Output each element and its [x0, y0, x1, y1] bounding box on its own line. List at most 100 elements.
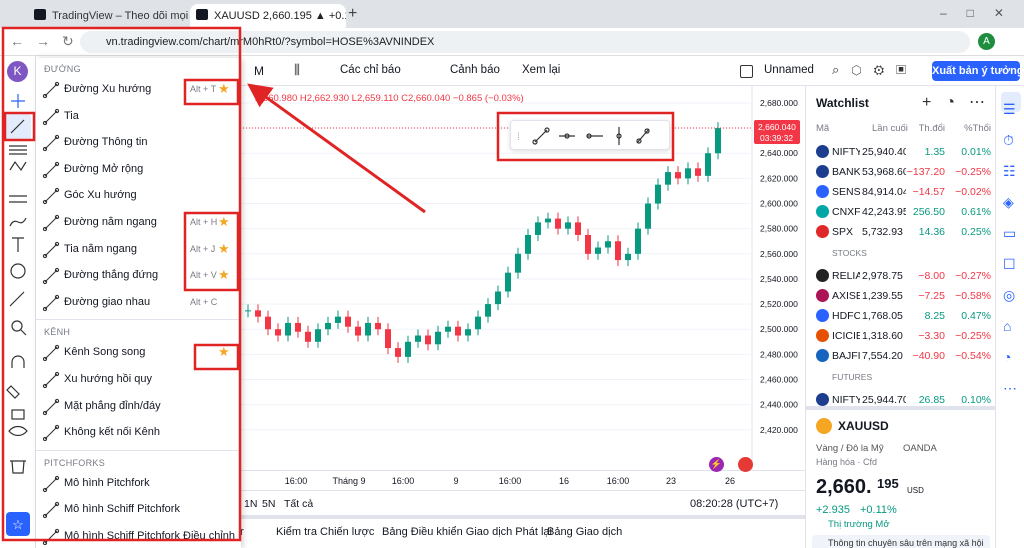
y-tick-label: 2,580.000	[760, 224, 798, 234]
symbol[interactable]: BAJFINANCE	[832, 350, 860, 362]
symbol[interactable]: XAUUSD	[838, 419, 889, 433]
menu-item[interactable]: Xu hướng hồi quy	[64, 373, 152, 385]
symbol[interactable]: SPX	[832, 226, 854, 238]
menu-item[interactable]: Mô hình Schiff Pitchfork	[64, 503, 180, 516]
symbol-icon	[816, 269, 829, 282]
layout-icon[interactable]	[740, 65, 753, 78]
favorite-star[interactable]: ★	[218, 344, 230, 360]
change: −14.57	[912, 186, 945, 198]
candle	[595, 247, 601, 254]
toolbar-icons[interactable]: ⌕⬡⚙▣	[832, 62, 919, 77]
kind: Hàng hóa · Cfd	[816, 457, 878, 467]
window-controls[interactable]: –□✕	[940, 6, 1024, 20]
group-title: STOCKS	[832, 248, 867, 258]
favorite-star[interactable]: ★	[218, 81, 230, 96]
publish-button[interactable]: Xuất bản ý tưởng	[932, 61, 1020, 81]
omnibox[interactable]	[80, 31, 970, 53]
menu-item[interactable]: Mặt phẳng đỉnh/đáy	[64, 399, 161, 412]
menu-item[interactable]: Đường thẳng đứng	[64, 269, 159, 282]
change-pct: 0.47%	[961, 310, 991, 322]
tab-active[interactable]: XAUUSD 2,660.195 ▲ +0.11% Unnamed	[190, 4, 346, 28]
new-tab[interactable]: +	[348, 5, 358, 22]
change: 1.35	[924, 146, 945, 158]
change-pct: −0.25%	[955, 166, 991, 178]
menu-item[interactable]: Kênh Song song	[64, 346, 146, 359]
active-tool[interactable]	[1001, 92, 1021, 112]
menu-item[interactable]: Đường Thông tin	[64, 136, 148, 149]
address-bar: ←→↻ vn.tradingview.com/chart/mrM0hRt0/?s…	[0, 28, 1024, 56]
svg-text:☆: ☆	[12, 517, 24, 532]
favorite-star[interactable]: ★	[218, 267, 230, 283]
candle	[635, 228, 641, 254]
menu-item[interactable]: Mô hình Pitchfork	[64, 476, 150, 489]
symbol[interactable]: BANKNIFTY	[832, 166, 860, 178]
interval[interactable]: M	[254, 64, 264, 78]
event-flag[interactable]	[738, 457, 753, 472]
candle	[275, 329, 281, 336]
last: 5,732.93	[862, 226, 903, 238]
insight[interactable]: Thông tin chuyên sâu trên mạng xã hội	[812, 535, 990, 548]
candle	[575, 222, 581, 235]
favorite-star[interactable]: ★	[218, 214, 230, 229]
menu-item[interactable]: Đường Xu hướng	[64, 83, 152, 95]
symbol[interactable]: NIFTY1!	[832, 394, 860, 406]
broker: OANDA	[903, 443, 937, 454]
change-pct: 0.01%	[961, 146, 991, 158]
panel-tab[interactable]: Bảng Điều khiển Giao dịch Phát lại	[382, 526, 552, 538]
tab[interactable]: TradingView – Theo dõi mọi Thị trường	[52, 10, 190, 22]
y-tick-label: 2,500.000	[760, 324, 798, 334]
range-button[interactable]: Tất cả	[284, 498, 314, 510]
menu-item[interactable]: Tia nằm ngang	[64, 242, 137, 255]
last-price: 2,660.040	[758, 122, 796, 132]
floating-icons[interactable]: ⁞	[511, 121, 670, 150]
symbol[interactable]: CNXFIN	[832, 206, 860, 218]
floating-toolbar: ⁞	[510, 120, 670, 150]
candle	[565, 222, 571, 229]
separator	[36, 319, 241, 321]
favorite-star[interactable]: ★	[218, 240, 230, 256]
alerts[interactable]: Cảnh báo	[450, 64, 500, 76]
menu-item[interactable]: Đường Mở rộng	[64, 162, 144, 175]
column-header: Lần cuối	[872, 123, 908, 134]
symbol[interactable]: HDFCBANK	[832, 310, 860, 322]
menu-item[interactable]: Đường giao nhau	[64, 295, 151, 308]
currency: USD	[907, 486, 924, 495]
replay[interactable]: Xem lại	[522, 64, 561, 76]
separator	[36, 449, 241, 451]
panel-tab[interactable]: Bảng Giao dịch	[547, 526, 623, 538]
tool-icons[interactable]: ☆	[0, 86, 36, 548]
avatar[interactable]: K	[7, 61, 28, 82]
layout-name[interactable]: Unnamed	[764, 64, 814, 76]
symbol[interactable]: ICICIBANK	[832, 330, 860, 342]
last: 42,243.95	[862, 206, 906, 218]
symbol[interactable]: AXISBANK	[832, 290, 860, 302]
indicators[interactable]: Các chỉ báo	[340, 64, 401, 76]
change-pct: 0.25%	[961, 226, 991, 238]
menu-item[interactable]: Đường nằm ngang	[64, 216, 157, 228]
menu-item[interactable]: Tia	[64, 109, 79, 122]
symbol[interactable]: RELIANCE	[832, 270, 860, 282]
menu-item[interactable]: Góc Xu hướng	[64, 189, 137, 202]
change: 26.85	[918, 394, 945, 406]
panel-tab[interactable]: Kiểm tra Chiến lược	[276, 526, 375, 538]
tab-bar: TradingView – Theo dõi mọi Thị trường XA…	[0, 0, 1024, 28]
nav-buttons[interactable]: ←→↻	[10, 33, 86, 49]
symbol[interactable]: SENSEX	[832, 186, 860, 198]
tool-icon	[42, 502, 60, 519]
change-pct: +0.11%	[860, 504, 897, 516]
event-icon[interactable]: ⚡	[709, 457, 724, 472]
symbol[interactable]: NIFTY	[832, 146, 860, 158]
right-icons[interactable]: ☰ ⏱ ☷ ◈ ▭ ☐ ◎ ⌂ ◔ ⋯	[1003, 101, 1017, 396]
profile[interactable]: A	[978, 33, 995, 50]
watchlist-actions[interactable]: +◔⋯	[922, 94, 995, 111]
candles-icon[interactable]: ⫼	[294, 62, 300, 77]
menu-item[interactable]: Không kết nối Kênh	[64, 426, 161, 439]
range-button[interactable]: 5N	[262, 498, 276, 510]
candle	[315, 329, 321, 342]
menu-item[interactable]: Mô hình Schiff Pitchfork Điều chỉnh	[64, 530, 235, 542]
symbol-icon	[816, 393, 829, 406]
watchlist-title[interactable]: Watchlist	[816, 96, 869, 110]
last-price-tag	[754, 120, 800, 145]
range-button[interactable]: 1N	[244, 498, 258, 510]
y-tick-label: 2,640.000	[760, 148, 798, 158]
